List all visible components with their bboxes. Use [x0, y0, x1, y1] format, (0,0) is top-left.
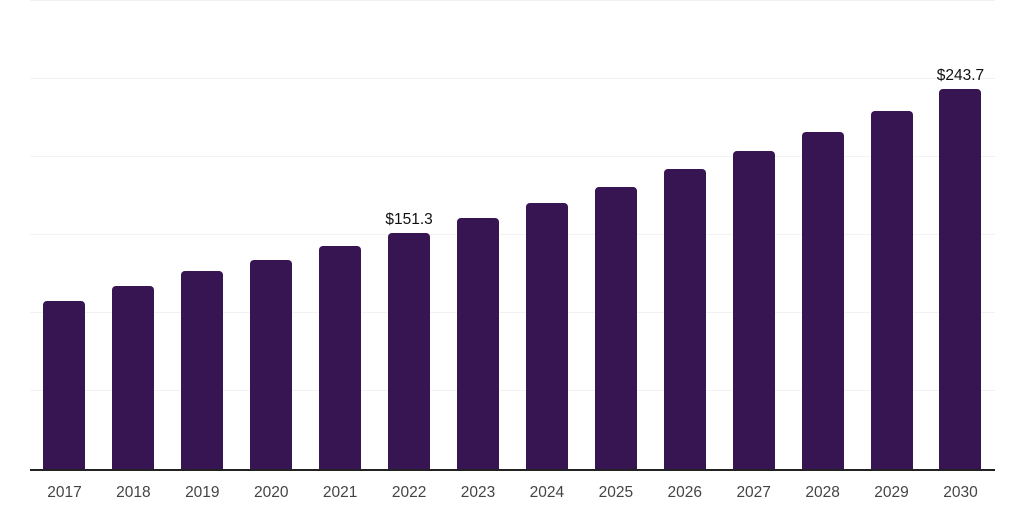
gridline-300: [30, 0, 995, 1]
bar-slot-2028: [788, 1, 857, 469]
x-tick-2020: 2020: [253, 484, 289, 501]
bar-slot-2026: [650, 1, 719, 469]
bar-2024[interactable]: [525, 203, 568, 469]
bar-slot-2029: [857, 1, 926, 469]
x-tick-2022: 2022: [391, 484, 427, 501]
bar-2029[interactable]: [870, 110, 913, 469]
x-axis-tick-labels: 2017 2018 2019 2020 2021 2022 2023 2024 2025 2026…: [30, 483, 995, 502]
x-tick-2027: 2027: [736, 484, 771, 501]
bar-slot-2018: [99, 1, 168, 469]
bar-slot-2023: [444, 1, 513, 469]
bar-2025[interactable]: [594, 186, 637, 469]
gridline-200: [30, 156, 995, 158]
bar-2020[interactable]: [250, 259, 293, 469]
bar-slot-2022: $151.3: [375, 1, 444, 469]
bar-slot-2024: [512, 1, 581, 469]
bar-2021[interactable]: [319, 245, 362, 469]
bar-value-label-2030: $243.7: [936, 66, 985, 84]
x-tick-2028: 2028: [805, 484, 840, 501]
x-tick-2029: 2029: [874, 484, 909, 501]
x-tick-2024: 2024: [529, 484, 565, 501]
bar-2022[interactable]: [388, 233, 431, 469]
x-tick-2030: 2030: [943, 484, 978, 501]
bar-slot-2019: [168, 1, 237, 469]
gridline-100: [30, 312, 995, 314]
bar-2027[interactable]: [732, 151, 775, 469]
x-tick-2018: 2018: [116, 484, 151, 501]
x-tick-2019: 2019: [185, 484, 220, 501]
x-tick-2021: 2021: [322, 484, 358, 501]
x-tick-2025: 2025: [598, 484, 634, 501]
bar-2017[interactable]: [43, 301, 86, 469]
gridline-250: [30, 78, 995, 79]
bar-2023[interactable]: [456, 218, 499, 469]
bar-2026[interactable]: [663, 169, 706, 469]
bar-2030[interactable]: [939, 88, 982, 469]
bar-2019[interactable]: [181, 271, 224, 469]
bar-value-label-2022: $151.3: [385, 211, 433, 228]
gridline-150: [30, 234, 995, 235]
bar-slot-2021: [306, 1, 375, 469]
bar-slot-2030: $243.7: [926, 1, 995, 469]
x-tick-2017: 2017: [47, 484, 82, 501]
bar-2018[interactable]: [112, 285, 155, 469]
bar-slot-2017: [30, 1, 99, 469]
gridline-50: [30, 390, 995, 392]
bar-slot-2027: [719, 1, 788, 469]
bar-slot-2025: [581, 1, 650, 469]
bar-slot-2020: [237, 1, 306, 469]
x-tick-2026: 2026: [667, 484, 702, 501]
x-tick-2023: 2023: [460, 484, 496, 501]
bars-container: $151.3 $243.7: [30, 1, 995, 469]
plot-area: $151.3 $243.7: [30, 0, 995, 471]
bar-2028[interactable]: [801, 131, 844, 469]
